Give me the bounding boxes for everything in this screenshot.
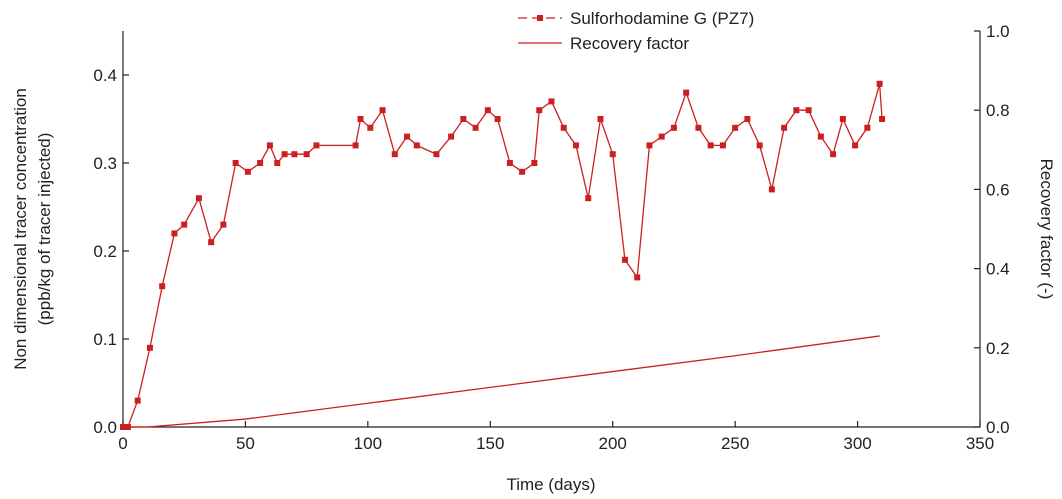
- marker: [352, 142, 359, 149]
- marker: [313, 142, 320, 149]
- y2-tick-label: 1.0: [986, 22, 1010, 41]
- y2-tick-label: 0.0: [986, 418, 1010, 437]
- x-tick-label: 250: [721, 434, 749, 453]
- marker: [548, 98, 555, 105]
- y-tick-label: 0.2: [93, 242, 117, 261]
- y-tick-label: 0.1: [93, 330, 117, 349]
- marker: [274, 160, 281, 166]
- legend-label: Recovery factor: [570, 34, 689, 53]
- marker: [536, 107, 543, 114]
- marker: [830, 151, 837, 158]
- marker: [208, 239, 215, 246]
- marker: [472, 124, 479, 131]
- y-tick-label: 0.0: [93, 418, 117, 437]
- marker: [646, 142, 653, 149]
- marker: [756, 142, 763, 149]
- marker: [159, 283, 166, 290]
- y-axis-label: Non dimensional tracer concentration: [11, 88, 30, 370]
- marker: [683, 89, 690, 96]
- marker: [494, 116, 501, 122]
- marker: [805, 107, 812, 114]
- x-tick-label: 0: [118, 434, 127, 453]
- marker: [171, 230, 178, 237]
- marker: [506, 160, 513, 166]
- marker: [413, 142, 420, 149]
- marker: [572, 142, 579, 149]
- marker: [232, 160, 239, 166]
- marker: [195, 195, 202, 202]
- marker: [597, 116, 604, 122]
- marker: [852, 142, 859, 149]
- marker: [404, 133, 411, 140]
- legend-marker: [537, 15, 543, 21]
- marker: [670, 124, 677, 131]
- marker: [303, 151, 310, 158]
- y2-axis-label: Recovery factor (-): [1037, 159, 1056, 300]
- marker: [291, 151, 298, 158]
- marker: [817, 133, 824, 140]
- y-axis-label: (ppb/kg of tracer injected): [35, 133, 54, 326]
- marker: [719, 142, 726, 149]
- marker: [357, 116, 364, 122]
- marker: [519, 168, 526, 175]
- marker: [367, 124, 374, 131]
- axis-frame: [122, 31, 981, 428]
- x-tick-label: 300: [843, 434, 871, 453]
- marker: [768, 186, 775, 193]
- y2-tick-label: 0.6: [986, 180, 1010, 199]
- marker: [658, 133, 665, 140]
- marker: [707, 142, 714, 149]
- y2-tick-label: 0.4: [986, 260, 1010, 279]
- marker: [484, 107, 491, 114]
- marker: [391, 151, 398, 158]
- x-tick-label: 50: [236, 434, 255, 453]
- marker: [531, 160, 538, 166]
- x-axis-label: Time (days): [506, 475, 595, 494]
- marker: [146, 344, 153, 351]
- marker: [244, 168, 251, 175]
- marker: [266, 142, 273, 149]
- marker: [744, 116, 751, 122]
- marker: [585, 195, 592, 202]
- marker: [621, 256, 628, 263]
- marker: [609, 151, 616, 158]
- x-tick-label: 350: [966, 434, 994, 453]
- marker: [257, 160, 264, 166]
- marker: [864, 124, 871, 131]
- y2-tick-label: 0.2: [986, 339, 1010, 358]
- x-tick-label: 200: [599, 434, 627, 453]
- x-tick-label: 150: [476, 434, 504, 453]
- series-line: [123, 83, 883, 428]
- marker: [433, 151, 440, 158]
- marker: [839, 116, 846, 122]
- marker: [634, 274, 641, 281]
- marker: [793, 107, 800, 114]
- marker: [134, 397, 141, 404]
- marker: [560, 124, 567, 131]
- marker: [879, 116, 886, 122]
- marker: [220, 221, 227, 228]
- marker: [379, 107, 386, 114]
- marker: [695, 124, 702, 131]
- marker: [460, 116, 467, 122]
- y-tick-label: 0.3: [93, 154, 117, 173]
- x-tick-label: 100: [354, 434, 382, 453]
- legend-label: Sulforhodamine G (PZ7): [570, 9, 754, 28]
- y-tick-label: 0.4: [93, 66, 117, 85]
- marker: [876, 80, 883, 87]
- marker: [181, 221, 188, 228]
- marker: [448, 133, 455, 140]
- y2-tick-label: 0.8: [986, 101, 1010, 120]
- marker: [732, 124, 739, 131]
- marker: [281, 151, 288, 158]
- series-line: [123, 335, 880, 428]
- marker: [781, 124, 788, 131]
